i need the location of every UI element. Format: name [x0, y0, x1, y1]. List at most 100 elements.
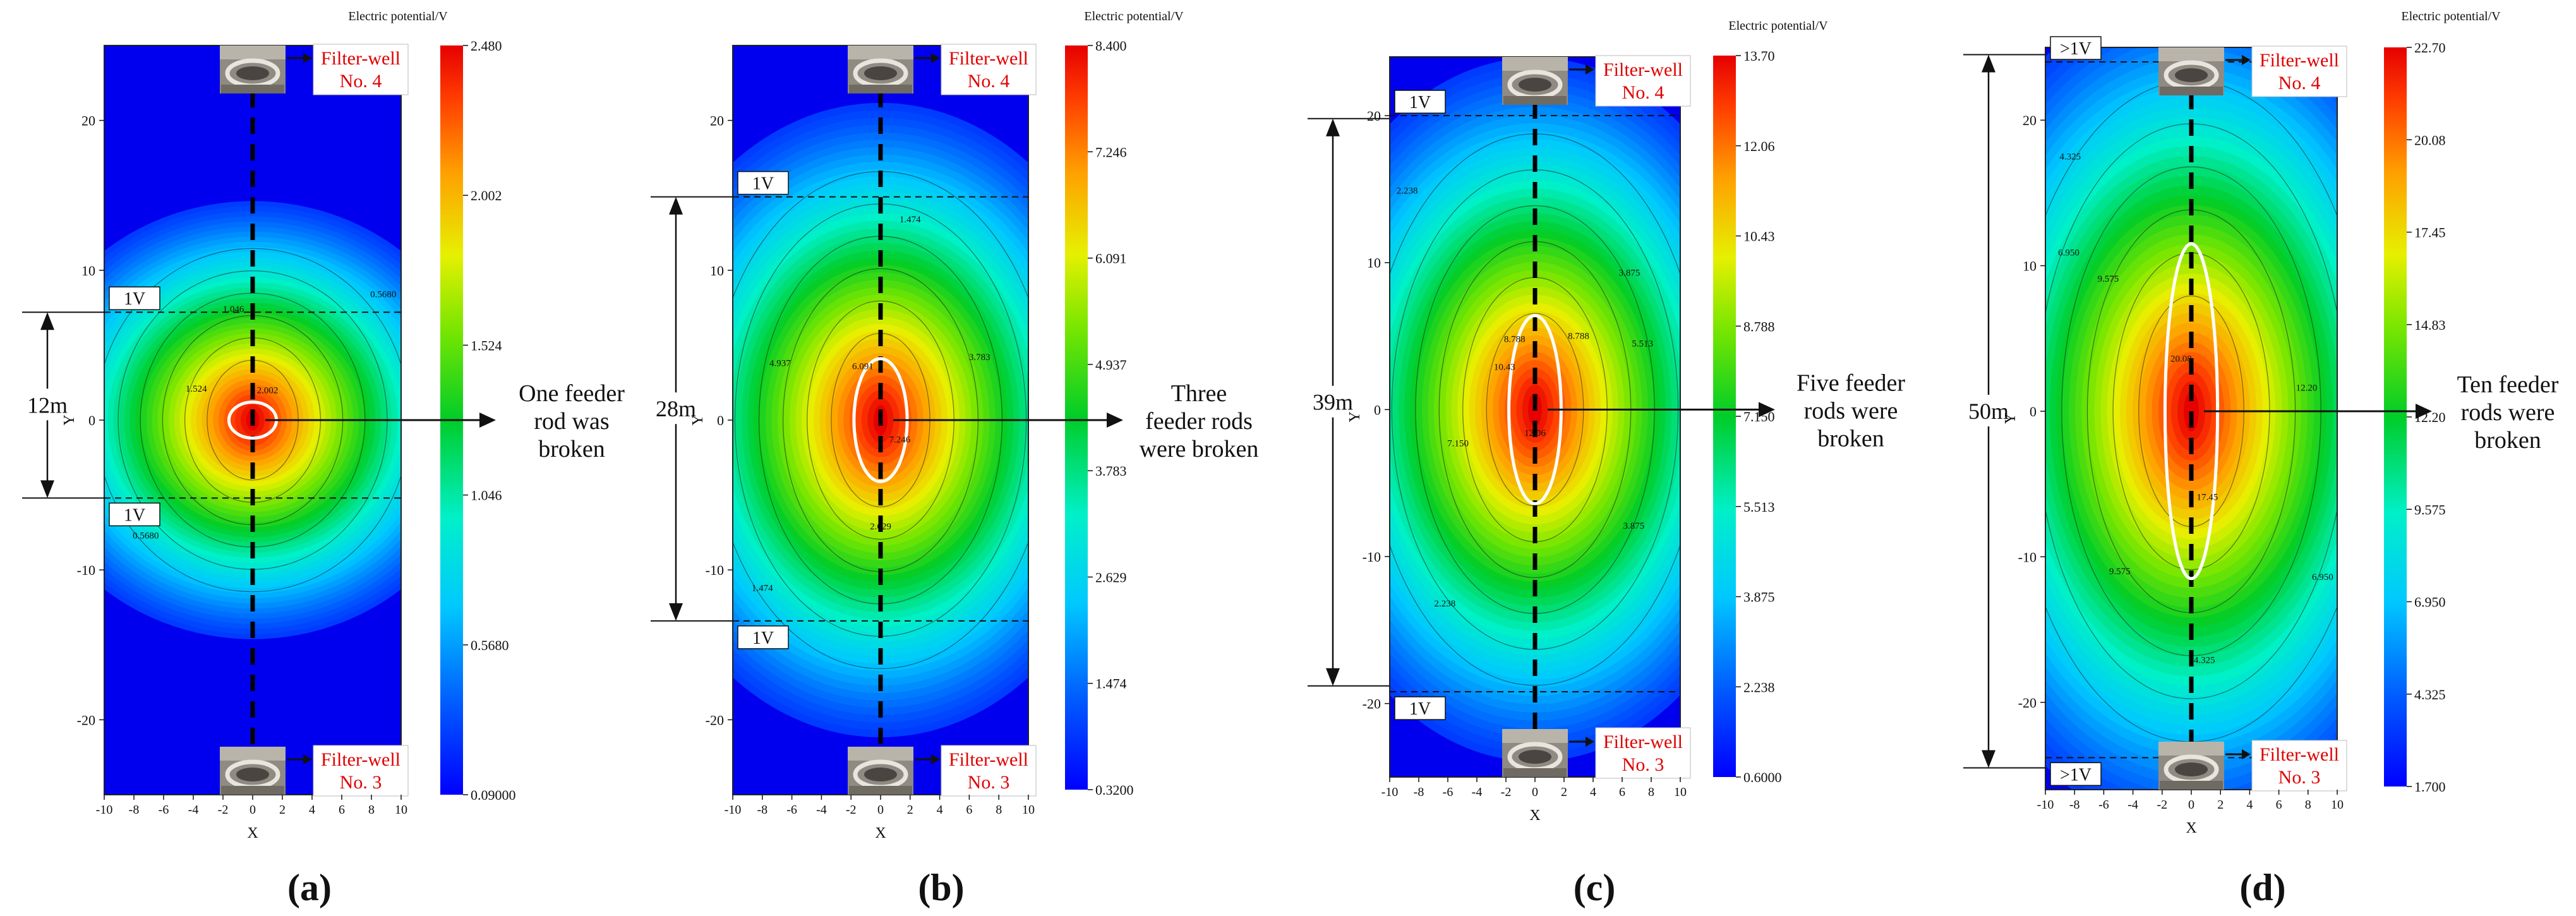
y-tick-label: -20 — [706, 712, 724, 728]
boundary-label: 1V — [124, 289, 145, 309]
y-axis-label: Y — [2002, 413, 2019, 424]
colorbar — [1065, 45, 1088, 790]
filter-well-arrow-head — [931, 754, 940, 764]
colorbar-tick-label: 22.70 — [2414, 40, 2446, 56]
filter-well-arrow-head — [2242, 749, 2251, 759]
colorbar-tick-label: 8.400 — [1095, 38, 1127, 54]
boundary-label: 1V — [752, 629, 774, 648]
colorbar-tick-label: 2.238 — [1743, 679, 1775, 695]
contour-label: 1.474 — [900, 215, 921, 225]
y-tick-label: -10 — [2018, 549, 2037, 565]
x-tick-label: -4 — [188, 803, 199, 817]
filter-well-bottom-icon-shaft — [236, 768, 269, 781]
filter-well-label-line1: Filter-well — [949, 48, 1028, 69]
colorbar-tick-label: 1.474 — [1095, 676, 1127, 692]
x-tick-label: -2 — [1501, 785, 1512, 799]
contour-label: 20.08 — [2170, 354, 2192, 365]
x-axis-label: X — [2186, 820, 2196, 836]
x-tick-label: 2 — [2217, 798, 2224, 812]
contour-label: 8.788 — [1568, 332, 1589, 342]
annotation-text: rods were — [2461, 399, 2555, 426]
colorbar-tick-label: 8.788 — [1743, 318, 1775, 334]
filter-well-label-box — [1595, 55, 1691, 107]
y-tick-label: 10 — [1367, 255, 1381, 271]
x-tick-label: -4 — [1472, 785, 1483, 799]
annotation-text: were broken — [1140, 436, 1259, 462]
x-tick-label: 8 — [368, 803, 375, 817]
boundary-label-box — [109, 286, 160, 310]
colorbar — [2384, 47, 2407, 786]
boundary-label-box — [1394, 90, 1446, 114]
annotation-text: broken — [2474, 427, 2541, 454]
filter-well-label-line2: No. 3 — [2278, 767, 2321, 788]
span-label-bg — [646, 392, 706, 425]
colorbar-title: Electric potential/V — [1728, 19, 1828, 33]
x-tick-label: 0 — [1532, 785, 1538, 799]
filter-well-bottom-icon — [848, 747, 913, 795]
x-tick-label: 8 — [996, 803, 1002, 817]
x-tick-label: -2 — [2157, 798, 2167, 812]
filter-well-label-line1: Filter-well — [1603, 59, 1683, 80]
filter-well-label-line2: No. 4 — [1622, 82, 1664, 103]
x-tick-label: 4 — [1590, 785, 1596, 799]
span-label: 39m — [1313, 390, 1353, 415]
field-band — [2184, 391, 2199, 431]
colorbar-tick-label: 0.6000 — [1743, 769, 1782, 785]
colorbar-tick-label: 2.629 — [1095, 569, 1127, 585]
boundary-label: >1V — [2060, 765, 2091, 785]
span-label: 28m — [656, 396, 696, 421]
y-tick-label: 20 — [1367, 108, 1381, 124]
boundary-label: 1V — [1409, 699, 1431, 719]
filter-well-arrow-head — [303, 754, 312, 764]
annotation-arrow-head — [2416, 403, 2432, 419]
potential-field — [2045, 47, 2337, 790]
annotation-arrow-head — [1759, 402, 1775, 418]
filter-well-top-icon-sky — [1502, 57, 1568, 71]
contour-label: 2.002 — [257, 385, 279, 395]
colorbar-tick-label: 1.046 — [471, 488, 502, 503]
filter-well-bottom-icon-ground — [1503, 768, 1567, 777]
colorbar-tick-label: 17.45 — [2414, 225, 2446, 241]
x-tick-label: -8 — [2069, 798, 2080, 812]
x-tick-label: 4 — [2246, 798, 2253, 812]
y-tick-label: -10 — [706, 562, 724, 578]
filter-well-label-box — [2251, 740, 2347, 792]
filter-well-label-line1: Filter-well — [321, 48, 400, 69]
contour-label: 12.20 — [2296, 383, 2318, 394]
contour-label: 6.091 — [852, 361, 874, 371]
x-tick-label: -6 — [786, 803, 797, 817]
colorbar-tick-label: 3.875 — [1743, 589, 1775, 605]
span-label-bg — [1303, 385, 1363, 418]
contour-label: 3.875 — [1623, 521, 1645, 531]
boundary-label-box — [2050, 36, 2102, 60]
filter-well-top-icon — [848, 45, 913, 93]
colorbar-tick-label: 5.513 — [1743, 499, 1775, 515]
panel-label: (b) — [918, 867, 964, 908]
filter-well-arrow-head — [1586, 737, 1594, 747]
x-tick-label: 6 — [339, 803, 345, 817]
colorbar-tick-label: 1.524 — [471, 337, 502, 353]
filter-well-label-line1: Filter-well — [2260, 744, 2339, 765]
x-tick-label: -10 — [2037, 798, 2054, 812]
colorbar-tick-label: 2.002 — [471, 188, 502, 203]
boundary-label-box — [737, 171, 789, 195]
span-arrow-head-top — [40, 312, 54, 330]
filter-well-bottom-icon — [1502, 729, 1568, 777]
filter-well-top-icon-shaft — [236, 66, 269, 80]
y-tick-label: 0 — [1374, 402, 1381, 418]
annotation-text: Three — [1171, 380, 1227, 407]
filter-well-top-icon-ground — [849, 85, 912, 93]
filter-well-top-icon-shaft — [2175, 68, 2208, 82]
y-tick-label: 10 — [710, 263, 724, 279]
filter-well-label-line2: No. 4 — [2278, 73, 2321, 93]
filter-well-label-box — [1595, 727, 1691, 779]
contour-label: 3.783 — [969, 353, 990, 363]
filter-well-bottom-icon-shaft — [864, 768, 897, 781]
potential-field — [104, 45, 401, 795]
colorbar-tick-label: 12.06 — [1743, 138, 1775, 154]
span-label: 12m — [27, 392, 68, 418]
boundary-label-box — [737, 625, 789, 649]
contour-label: 9.575 — [2097, 274, 2119, 284]
contour-label: 6.950 — [2312, 572, 2333, 582]
